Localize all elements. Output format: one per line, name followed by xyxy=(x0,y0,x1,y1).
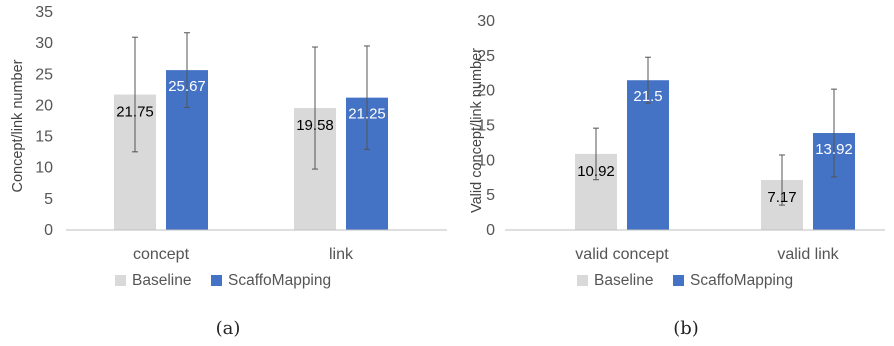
legend-label-baseline: Baseline xyxy=(132,272,191,289)
legend-label-scaffomapping: ScaffoMapping xyxy=(228,272,331,289)
chart-panel-b: 0 5 10 15 20 25 30 Valid concept/link number 10.… xyxy=(447,0,894,346)
legend-swatch-scaffomapping xyxy=(211,275,222,286)
x-category-label: valid link xyxy=(777,246,839,263)
y-tick-label: 10 xyxy=(35,160,53,177)
x-category-label: concept xyxy=(133,246,190,263)
y-tick-label: 5 xyxy=(44,191,53,208)
data-label: 21.75 xyxy=(116,104,154,121)
y-tick-label: 30 xyxy=(35,35,53,52)
y-tick-label: 20 xyxy=(35,97,53,114)
data-label: 21.5 xyxy=(633,88,662,105)
figure-caption: (b) xyxy=(673,318,699,339)
y-tick-label: 25 xyxy=(35,66,53,83)
x-category-label: link xyxy=(329,246,354,263)
legend-swatch-baseline xyxy=(577,275,588,286)
legend-swatch-baseline xyxy=(115,275,126,286)
bar-chart-b: 0 5 10 15 20 25 30 Valid concept/link number 10.… xyxy=(469,13,885,339)
bar-scaffomapping-valid-concept xyxy=(627,80,669,230)
legend-label-scaffomapping: ScaffoMapping xyxy=(690,272,793,289)
y-tick-label: 35 xyxy=(35,4,53,21)
legend-label-baseline: Baseline xyxy=(594,272,653,289)
chart-panel-a: 0 5 10 15 20 25 30 35 Concept/link number 21.75 25… xyxy=(10,4,447,339)
y-tick-label: 30 xyxy=(477,13,495,30)
y-axis-title: Valid concept/link number xyxy=(469,48,485,213)
y-tick-label: 15 xyxy=(477,118,495,135)
y-tick-label: 20 xyxy=(477,83,495,100)
y-tick-label: 10 xyxy=(477,152,495,169)
y-tick-label: 0 xyxy=(44,222,53,239)
y-tick-label: 5 xyxy=(486,187,495,204)
legend-swatch-scaffomapping xyxy=(673,275,684,286)
figure-caption: (a) xyxy=(216,318,241,339)
y-tick-label: 0 xyxy=(486,222,495,239)
y-axis-title: Concept/link number xyxy=(10,59,26,192)
data-label: 10.92 xyxy=(577,163,615,180)
data-label: 13.92 xyxy=(815,141,853,158)
x-category-label: valid concept xyxy=(575,246,669,263)
bar-chart-a: 0 5 10 15 20 25 30 35 Concept/link number 21.75 25… xyxy=(10,4,447,339)
data-label: 7.17 xyxy=(767,189,796,206)
data-label: 21.25 xyxy=(348,106,386,123)
data-label: 25.67 xyxy=(168,78,206,95)
data-label: 19.58 xyxy=(296,117,334,134)
y-tick-label: 15 xyxy=(35,129,53,146)
y-tick-label: 25 xyxy=(477,48,495,65)
